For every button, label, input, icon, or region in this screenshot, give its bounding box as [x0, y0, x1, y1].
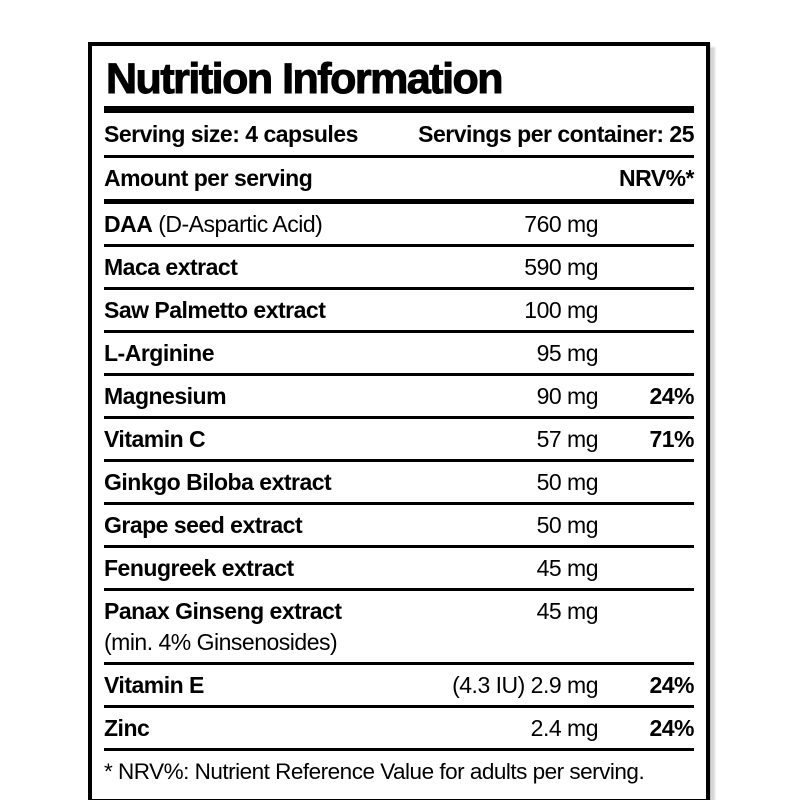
nutrient-name: Fenugreek extract — [104, 555, 294, 581]
nutrient-amount: 57 mg — [536, 426, 599, 452]
nutrient-name-cell: DAA (D-Aspartic Acid) — [104, 211, 428, 238]
serving-info-row: Serving size: 4 capsules Servings per co… — [104, 113, 694, 158]
nutrient-name: L-Arginine — [104, 340, 215, 366]
nutrient-nrv: 24% — [649, 383, 694, 409]
nutrient-amount: 45 mg — [536, 598, 599, 624]
nutrient-nrv: 24% — [649, 672, 694, 698]
nutrient-amount: 50 mg — [536, 469, 599, 495]
table-row: Zinc 2.4 mg 24% — [104, 708, 695, 751]
nutrient-name: Saw Palmetto extract — [104, 297, 326, 323]
amount-per-serving-header: Amount per serving — [104, 165, 313, 191]
nutrient-name: Vitamin C — [104, 426, 206, 452]
servings-per-container-text: Servings per container: 25 — [418, 121, 694, 147]
table-row: Vitamin E (4.3 IU) 2.9 mg 24% — [104, 665, 695, 708]
nutrient-nrv: 24% — [649, 715, 694, 741]
table-row: Fenugreek extract 45 mg — [104, 548, 694, 591]
nutrient-name-cell: Maca extract — [104, 254, 428, 281]
table-row: Ginkgo Biloba extract 50 mg — [104, 462, 694, 505]
table-row: Magnesium 90 mg 24% — [104, 376, 695, 419]
nutrient-name-cell: Saw Palmetto extract — [104, 297, 428, 324]
nutrient-name: Panax Ginseng extract — [104, 598, 342, 624]
nutrient-nrv: 71% — [649, 426, 694, 452]
nutrient-amount: 590 mg — [524, 254, 598, 280]
nutrient-name: Magnesium — [104, 383, 227, 409]
nutrient-subline: (min. 4% Ginsenosides) — [104, 629, 338, 655]
nutrient-rows: DAA (D-Aspartic Acid) 760 mg Maca extrac… — [104, 204, 695, 751]
nrv-footnote: * NRV%: Nutrient Reference Value for adu… — [104, 759, 645, 784]
nutrient-amount: 45 mg — [536, 555, 599, 581]
table-row: Vitamin C 57 mg 71% — [104, 419, 695, 462]
nutrient-name: Ginkgo Biloba extract — [104, 469, 332, 495]
nutrient-name-note: (D-Aspartic Acid) — [152, 211, 323, 237]
nutrition-label-title: Nutrition Information — [106, 55, 505, 103]
nutrient-name-cell: Grape seed extract — [104, 512, 428, 539]
nutrient-name: Maca extract — [104, 254, 238, 280]
nutrient-amount: 100 mg — [524, 297, 598, 323]
title-divider-bar — [104, 106, 694, 113]
nutrient-amount: 50 mg — [536, 512, 599, 538]
nutrient-name-cell: Ginkgo Biloba extract — [104, 469, 428, 496]
nutrient-name-cell: Zinc — [104, 715, 428, 742]
nutrient-name-cell: L-Arginine — [104, 340, 428, 367]
table-row: Grape seed extract 50 mg — [104, 505, 694, 548]
serving-size-text: Serving size: 4 capsules — [104, 121, 358, 147]
nutrient-amount: 760 mg — [524, 211, 598, 237]
table-row: DAA (D-Aspartic Acid) 760 mg — [104, 204, 694, 247]
column-header-row: Amount per serving NRV%* — [104, 158, 695, 204]
table-row: Saw Palmetto extract 100 mg — [104, 290, 694, 333]
nutrient-name: DAA — [104, 211, 153, 237]
nutrition-label-card: Nutrition Information Serving size: 4 ca… — [88, 42, 710, 800]
nutrient-amount: (4.3 IU) 2.9 mg — [452, 672, 598, 698]
nutrient-name: Grape seed extract — [104, 512, 303, 538]
nutrient-name-cell: Vitamin E — [104, 672, 428, 699]
nutrient-name-cell: Magnesium — [104, 383, 428, 410]
nutrient-name: Zinc — [104, 715, 150, 741]
nutrient-name-cell: Vitamin C — [104, 426, 428, 453]
nutrient-amount: 90 mg — [536, 383, 599, 409]
table-row: Maca extract 590 mg — [104, 247, 694, 290]
nutrient-name-cell: Fenugreek extract — [104, 555, 428, 582]
nutrient-name: Vitamin E — [104, 672, 204, 698]
nrv-percent-header: NRV%* — [618, 165, 695, 191]
nutrient-amount: 2.4 mg — [530, 715, 599, 741]
nutrient-name-cell: Panax Ginseng extract (min. 4% Ginsenosi… — [104, 598, 428, 656]
nutrient-amount: 95 mg — [536, 340, 599, 366]
table-row: Panax Ginseng extract (min. 4% Ginsenosi… — [104, 591, 694, 665]
table-row: L-Arginine 95 mg — [104, 333, 694, 376]
